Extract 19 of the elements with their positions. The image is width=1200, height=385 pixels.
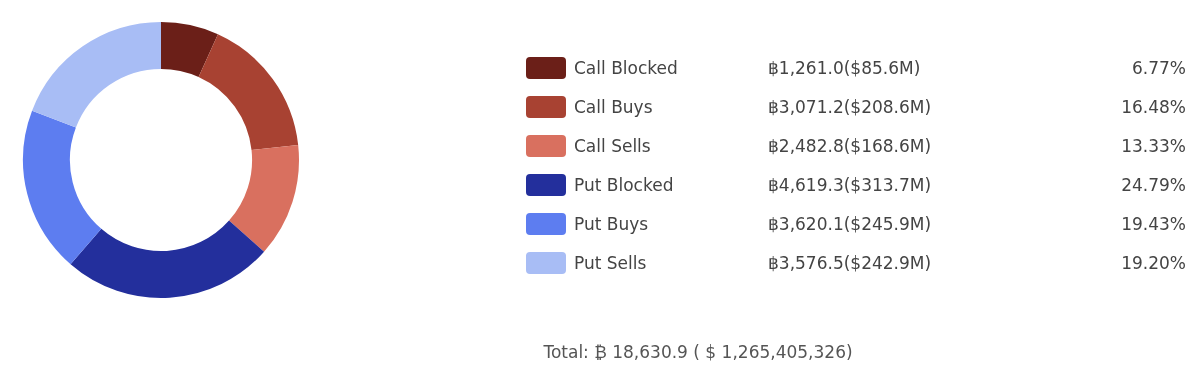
data-label: ฿3,071.2($208.6M) bbox=[768, 96, 932, 119]
text: 6.77% bbox=[1131, 58, 1186, 78]
legend-label: Put Buys bbox=[574, 213, 649, 236]
text: 13.33% bbox=[1121, 136, 1186, 156]
data-label: ฿3,620.1($245.9M) bbox=[768, 213, 932, 236]
legend-label: Put Blocked bbox=[574, 174, 674, 197]
text: 24.79% bbox=[1121, 175, 1186, 195]
text: 19.20% bbox=[1121, 253, 1186, 273]
legend-label: Call Sells bbox=[574, 135, 651, 158]
data-label: ฿4,619.3($313.7M) bbox=[768, 174, 932, 197]
text: Total: ₿ 18,630.9 ( $ 1,265,405,326) bbox=[542, 342, 854, 363]
data-label: ฿1,261.0($85.6M) bbox=[768, 57, 921, 80]
text: 16.48% bbox=[1121, 97, 1186, 117]
data-label: ฿2,482.8($168.6M) bbox=[768, 135, 932, 158]
legend-label: Call Buys bbox=[574, 96, 653, 119]
legend-label: Call Blocked bbox=[574, 57, 678, 80]
data-label: ฿3,576.5($242.9M) bbox=[768, 252, 932, 275]
text: 19.43% bbox=[1121, 214, 1186, 234]
legend-label: Put Sells bbox=[574, 252, 647, 275]
